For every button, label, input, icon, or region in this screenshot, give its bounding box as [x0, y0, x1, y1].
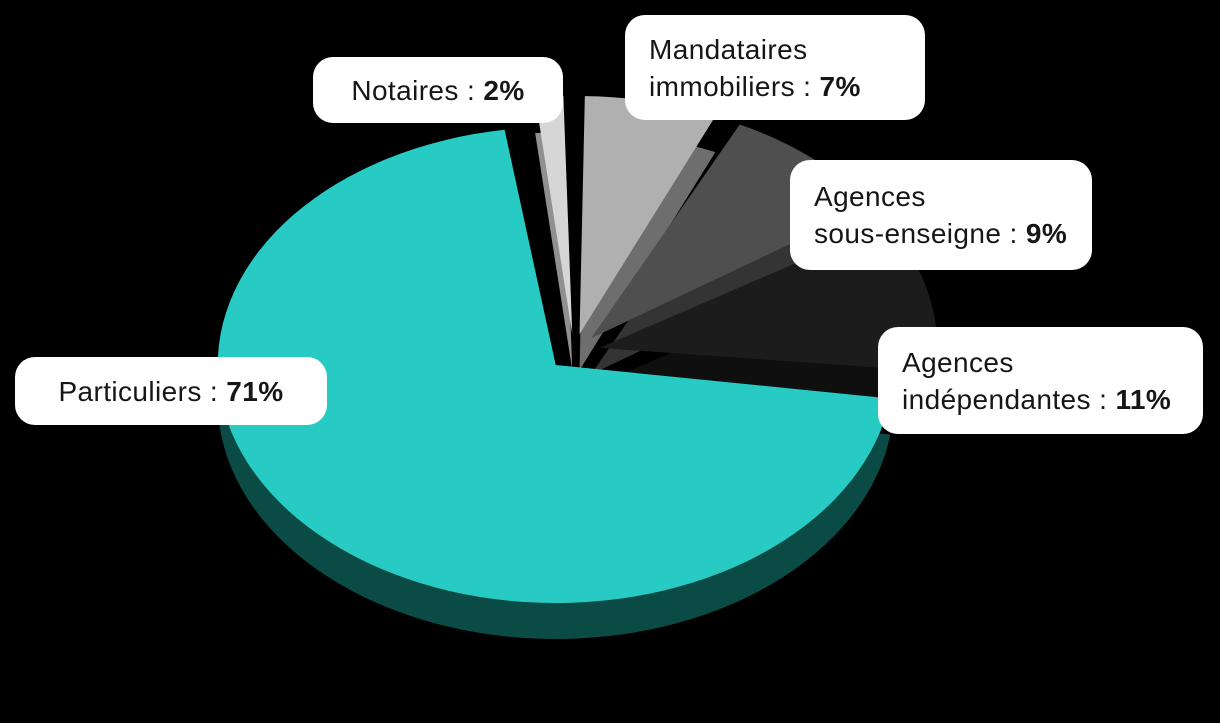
callout-mandataires-immobiliers: Mandataires immobiliers : 7%	[625, 15, 925, 120]
callout-agences-sous-enseigne: Agences sous-enseigne : 9%	[790, 160, 1092, 270]
callout-particuliers-text: Particuliers : 71%	[58, 375, 284, 407]
callout-notaires: Notaires : 2%	[313, 57, 563, 123]
callout-particuliers: Particuliers : 71%	[15, 357, 327, 425]
callout-indep-line1: Agences	[902, 346, 1014, 378]
callout-agences-independantes: Agences indépendantes : 11%	[878, 327, 1203, 434]
callout-notaires-text: Notaires : 2%	[351, 74, 525, 106]
pie-slice-particuliers	[217, 129, 891, 604]
callout-sous-line2: sous-enseigne : 9%	[814, 218, 1068, 249]
callout-indep-line2: indépendantes : 11%	[902, 383, 1172, 415]
callout-mandataires-line1: Mandataires	[649, 33, 808, 65]
pie-slice-mandataires-immobiliers	[579, 96, 716, 335]
callout-mandataires-line2: immobiliers : 7%	[649, 70, 861, 102]
callout-sous-line1: Agences	[814, 181, 926, 212]
pie-slice-notaires	[535, 95, 573, 334]
